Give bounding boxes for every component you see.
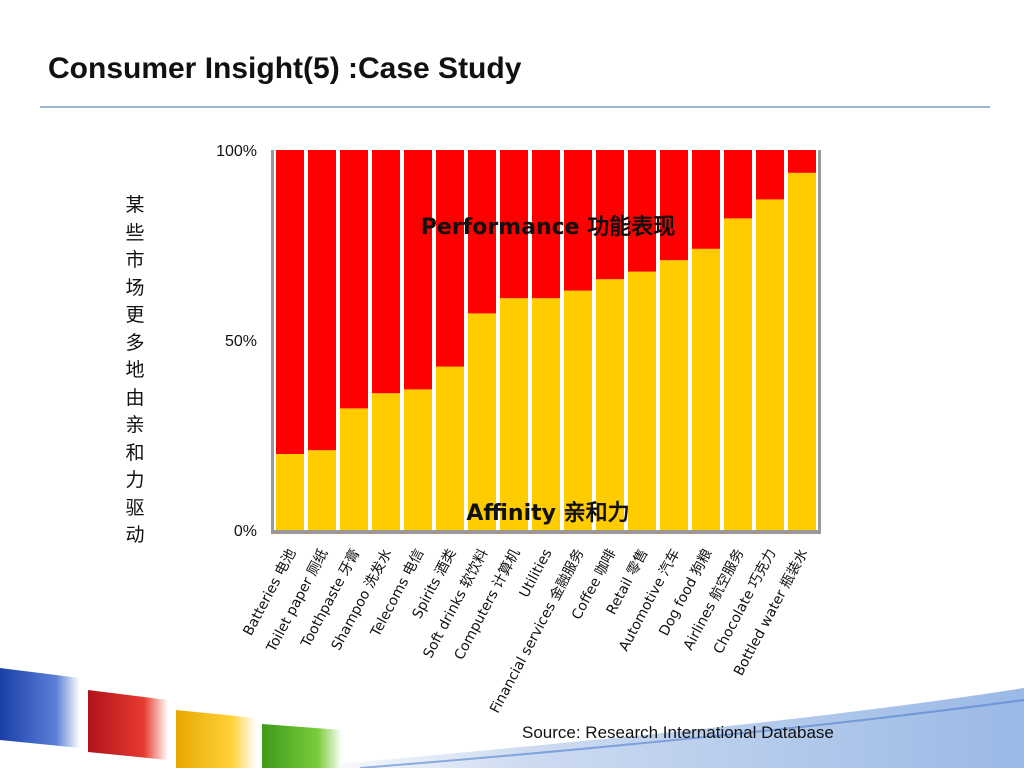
y-axis-ticks: 0% 50% 100% [216,143,257,540]
bar-performance [436,150,464,367]
bar-performance [660,150,688,261]
bar-affinity [692,248,720,531]
bar-affinity [372,393,400,530]
bar-performance [340,150,368,409]
bar-affinity [628,271,656,530]
yellow-block [176,710,256,768]
bar-performance [692,150,720,249]
bar-performance [628,150,656,272]
bar-affinity [276,454,304,530]
red-block [88,690,168,760]
y-tick-label: 0% [234,523,257,540]
y-axis-line [271,150,274,533]
title-divider [40,106,990,108]
bar-affinity [564,290,592,530]
bar-performance [532,150,560,299]
bar-affinity [532,298,560,530]
x-axis-line [271,530,821,534]
bar-performance [372,150,400,394]
bar-performance [756,150,784,200]
y-tick-label: 100% [216,143,257,160]
bar-performance [276,150,304,454]
wave-swoosh [300,688,1024,768]
bar-performance [468,150,496,314]
slide-title: Consumer Insight(5) :Case Study [48,52,522,85]
bar-affinity [468,313,496,530]
performance-label: Performance 功能表现 [421,214,675,240]
bar-affinity [340,408,368,530]
bar-affinity [500,298,528,530]
bar-affinity [308,450,336,530]
bar-affinity [436,366,464,530]
y-tick-label: 50% [225,333,257,350]
source-note: Source: Research International Database [522,723,834,742]
bar-affinity [660,260,688,530]
bar-performance [404,150,432,390]
blue-block [0,668,80,748]
bar-performance [500,150,528,299]
right-axis-line [818,150,821,533]
bar-affinity [788,172,816,531]
bar-performance [596,150,624,280]
bar-performance [564,150,592,291]
bar-performance [724,150,752,219]
bar-affinity [756,199,784,530]
series-labels: Performance 功能表现 Affinity 亲和力 [421,214,675,526]
chart-bars [276,150,816,531]
chart-axes [271,150,821,534]
y-axis-label: 某些市场更多地由亲和力驱动 [125,194,145,546]
green-block [262,724,342,768]
affinity-label: Affinity 亲和力 [466,501,629,526]
bar-performance [788,150,816,173]
bar-affinity [596,279,624,530]
bar-affinity [404,389,432,530]
bar-performance [308,150,336,451]
wave-swoosh-line [359,699,1024,768]
bar-affinity [724,218,752,530]
